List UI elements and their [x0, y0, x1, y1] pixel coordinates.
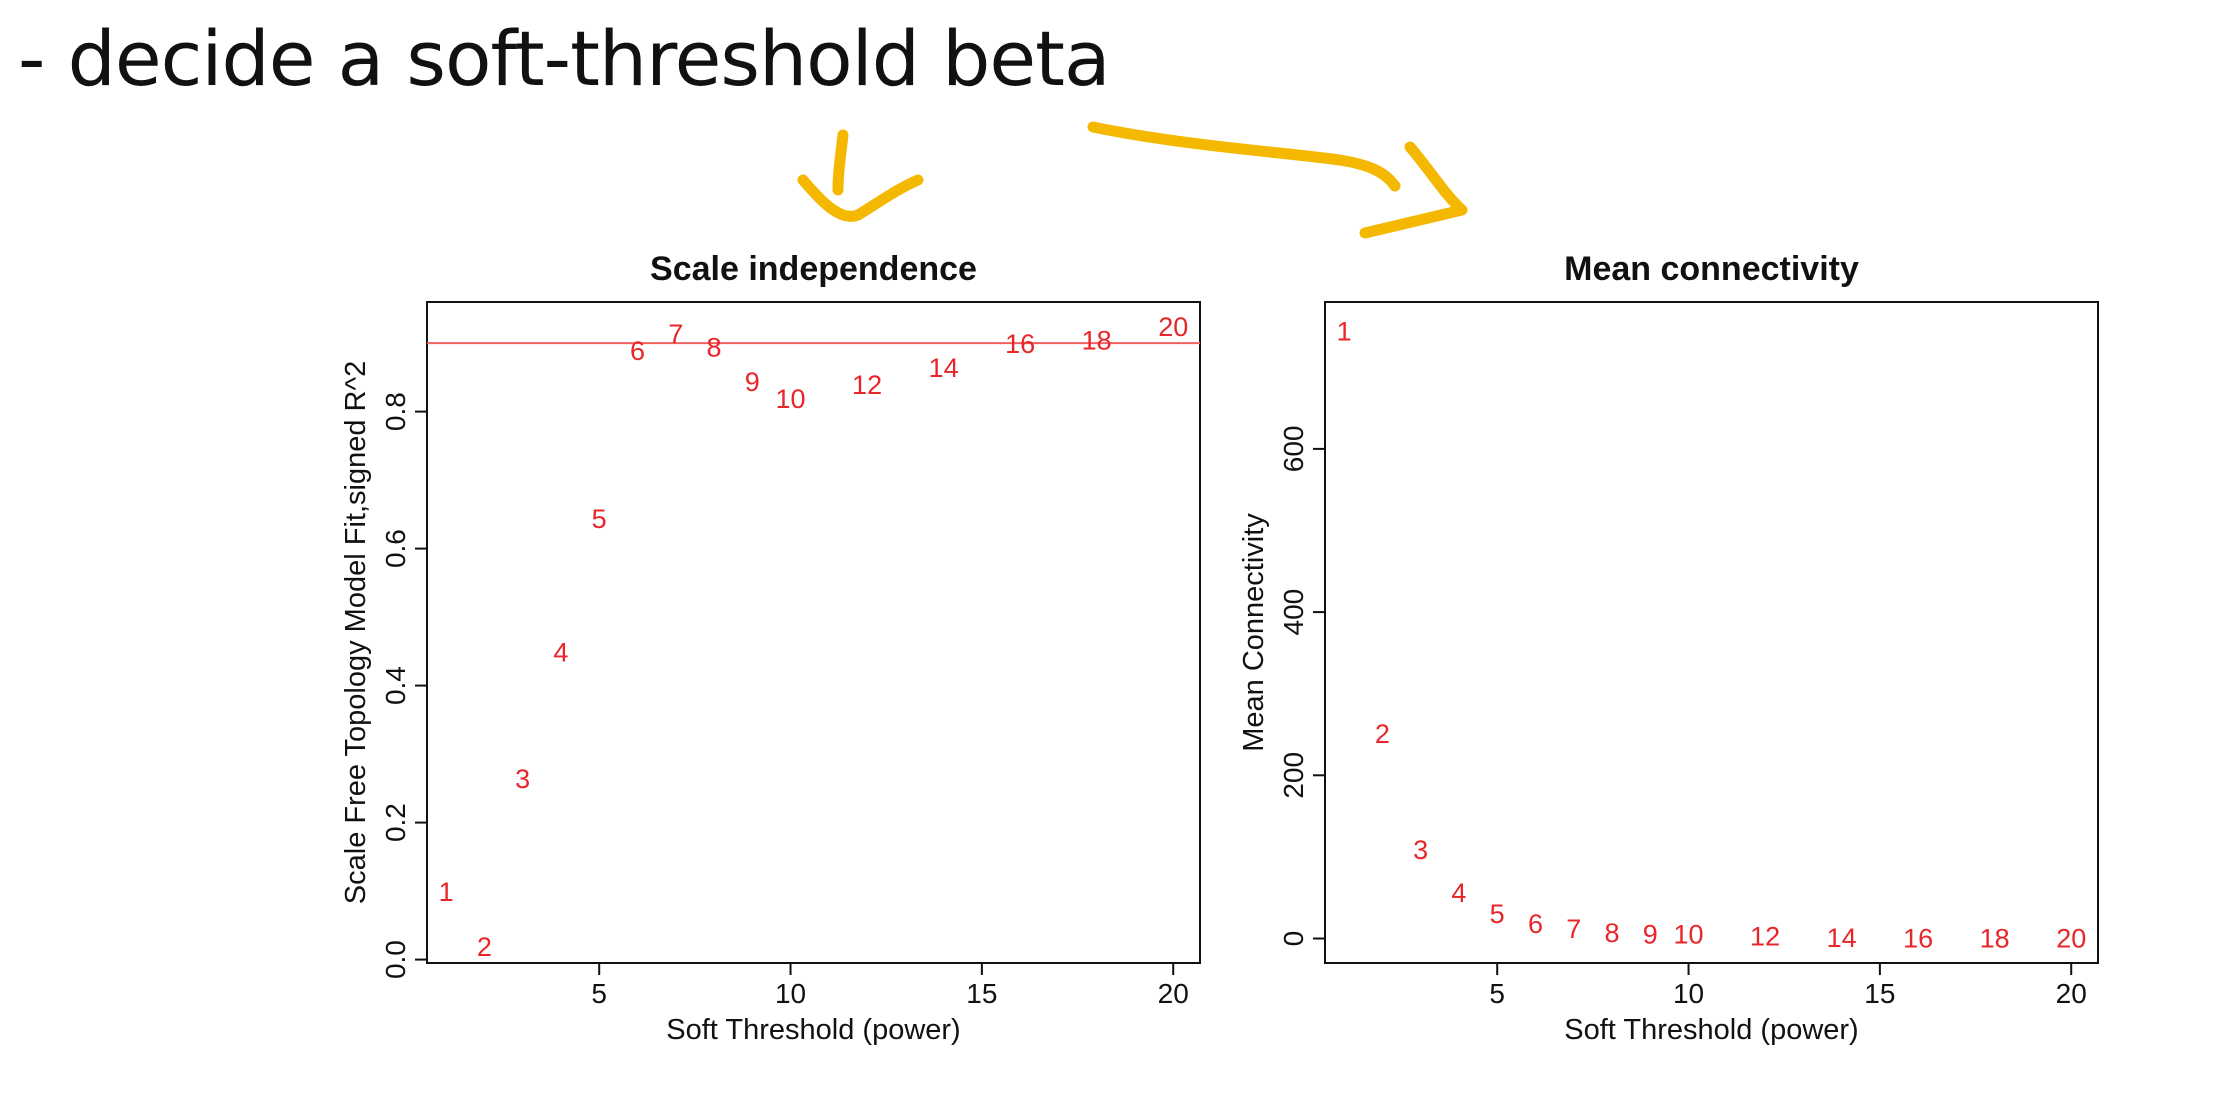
- plot-frame: [426, 301, 1201, 964]
- chart-title: Scale independence: [650, 250, 977, 288]
- x-tick-label: 20: [1158, 978, 1189, 1009]
- data-point-label: 12: [1750, 921, 1780, 951]
- data-point-label: 10: [776, 384, 806, 414]
- data-point-label: 16: [1005, 329, 1035, 359]
- data-point-label: 6: [630, 336, 645, 366]
- y-tick-label: 0.8: [380, 392, 411, 431]
- data-point-label: 7: [1566, 914, 1581, 944]
- x-axis-label: Soft Threshold (power): [666, 1014, 960, 1046]
- data-point-label: 3: [1413, 835, 1428, 865]
- y-axis-label: Mean Connectivity: [1238, 513, 1270, 752]
- x-tick-label: 5: [591, 978, 607, 1009]
- y-axis-label: Scale Free Topology Model Fit,signed R^2: [340, 361, 372, 904]
- x-tick-label: 15: [1864, 978, 1895, 1009]
- data-point-label: 2: [1375, 719, 1390, 749]
- x-tick-label: 20: [2056, 978, 2087, 1009]
- data-point-label: 20: [1158, 312, 1188, 342]
- y-tick-label: 200: [1278, 752, 1309, 799]
- data-point-label: 4: [553, 637, 568, 667]
- data-point-label: 6: [1528, 909, 1543, 939]
- y-tick-label: 0.0: [380, 940, 411, 979]
- x-tick-label: 10: [1673, 978, 1704, 1009]
- y-tick-label: 0.4: [380, 666, 411, 705]
- data-point-label: 18: [1082, 326, 1112, 356]
- x-tick-label: 5: [1489, 978, 1505, 1009]
- down-arrow-icon: [797, 129, 924, 222]
- data-point-label: 3: [515, 764, 530, 794]
- data-point-label: 9: [745, 367, 760, 397]
- y-tick-label: 400: [1278, 589, 1309, 636]
- data-point-label: 14: [1827, 923, 1857, 953]
- x-axis-label: Soft Threshold (power): [1564, 1014, 1858, 1046]
- plot-frame: [1324, 301, 2099, 964]
- data-point-label: 5: [592, 504, 607, 534]
- data-point-label: 12: [852, 370, 882, 400]
- data-point-label: 16: [1903, 924, 1933, 954]
- x-tick-label: 15: [966, 978, 997, 1009]
- data-point-label: 10: [1674, 920, 1704, 950]
- data-point-label: 20: [2056, 924, 2086, 954]
- data-point-label: 4: [1451, 878, 1466, 908]
- data-point-label: 7: [668, 319, 683, 349]
- data-point-label: 2: [477, 932, 492, 962]
- y-tick-label: 0.2: [380, 803, 411, 842]
- data-point-label: 18: [1980, 924, 2010, 954]
- data-point-label: 9: [1643, 920, 1658, 950]
- data-point-label: 5: [1490, 899, 1505, 929]
- y-tick-label: 0: [1278, 931, 1309, 947]
- y-tick-label: 0.6: [380, 529, 411, 568]
- y-tick-label: 600: [1278, 426, 1309, 473]
- data-point-label: 1: [1337, 317, 1352, 347]
- chart-title: Mean connectivity: [1564, 250, 1859, 288]
- data-point-label: 1: [439, 877, 454, 907]
- slide-heading: - decide a soft-threshold beta: [18, 14, 1111, 103]
- data-point-label: 8: [706, 333, 721, 363]
- data-point-label: 8: [1604, 918, 1619, 948]
- data-point-label: 14: [929, 353, 959, 383]
- x-tick-label: 10: [775, 978, 806, 1009]
- right-arrow-icon: [1087, 121, 1468, 239]
